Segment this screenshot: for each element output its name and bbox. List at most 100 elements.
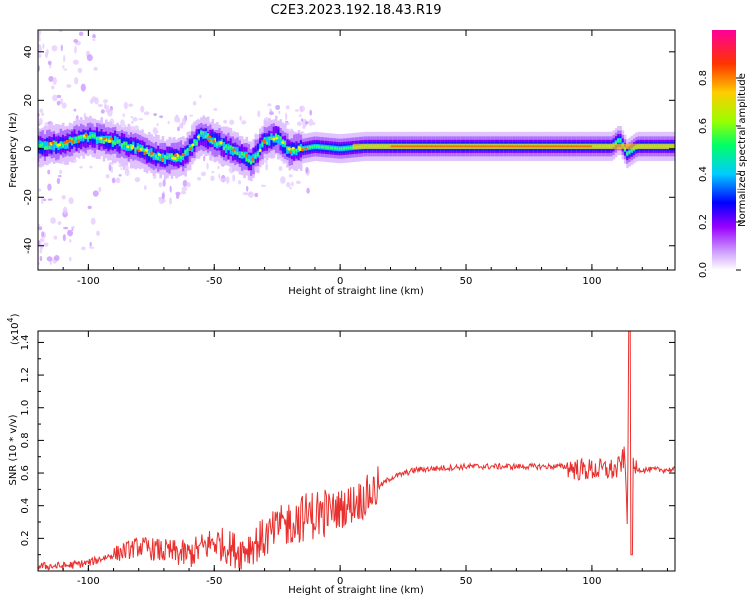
spectral-speckle — [71, 226, 75, 229]
spectral-speckle — [181, 186, 188, 192]
spectral-band-cell — [166, 154, 169, 167]
spectral-hotspot — [219, 141, 223, 145]
spectral-band-cell — [320, 145, 323, 149]
spectrogram-y-tick-label: 20 — [23, 94, 34, 107]
spectral-speckle — [38, 65, 41, 72]
spectral-speckle — [217, 165, 220, 170]
spectral-band-cell — [265, 136, 269, 144]
spectral-hotspot — [291, 146, 295, 150]
spectral-band-cell — [216, 134, 219, 146]
spectral-hotspot — [143, 151, 147, 155]
spectral-speckle — [103, 99, 109, 103]
spectrogram-y-axis-label: Frequency (Hz) — [8, 112, 19, 188]
spectral-speckle — [47, 183, 52, 191]
spectral-band-cell — [77, 135, 81, 143]
snr-frame — [37, 330, 676, 572]
spectral-speckle — [153, 112, 157, 117]
spectral-hotspot — [131, 144, 135, 148]
colorbar-label: Normalized spectral amplitude — [737, 73, 748, 227]
spectral-hotspot — [145, 148, 149, 152]
spectral-band-cell — [114, 136, 117, 143]
spectral-speckle — [38, 37, 41, 42]
spectral-speckle — [269, 111, 274, 116]
spectral-speckle — [285, 105, 290, 110]
spectral-band-cell — [252, 159, 255, 163]
spectral-hotspot — [160, 158, 164, 162]
spectral-speckle — [223, 119, 228, 124]
spectral-speckle — [78, 19, 81, 26]
spectrogram-axes: -100 -50 0 50 100 -40 -20 0 20 40 — [23, 30, 675, 287]
spectral-hotspot — [288, 150, 292, 154]
spectral-speckle — [254, 192, 259, 198]
spectral-speckle — [74, 77, 79, 85]
spectral-hotspot — [76, 140, 80, 144]
spectral-speckle — [143, 111, 150, 116]
spectral-speckle — [47, 198, 53, 201]
spectral-band-cell — [204, 131, 208, 138]
spectral-speckle — [38, 223, 41, 227]
snr-y-tick-label: 1.0 — [20, 400, 31, 416]
spectral-band-cell — [626, 152, 629, 155]
spectral-speckle — [72, 59, 79, 65]
snr-panel: -100 -50 0 50 100 0.2 0.4 0.6 0.8 1.0 1.2 1.4 Heigh… — [6, 313, 676, 596]
spectral-hotspot — [191, 143, 195, 147]
spectral-hotspot — [189, 146, 193, 150]
spectral-hotspot — [297, 146, 301, 150]
spectral-band-cell — [254, 154, 258, 158]
spectral-speckle — [89, 165, 93, 169]
spectral-band-cell — [118, 139, 122, 147]
spectral-band-cell — [186, 148, 190, 152]
spectral-band-cell — [327, 146, 330, 149]
spectral-band-cell — [286, 147, 289, 154]
spectral-hotspot — [287, 147, 291, 151]
spectral-band-cell — [265, 141, 269, 145]
spectral-band-cell — [270, 133, 273, 140]
spectral-band-cell — [293, 149, 296, 154]
spectral-speckle — [123, 164, 129, 171]
spectral-speckle — [62, 234, 66, 242]
spectral-speckle — [81, 246, 86, 251]
spectral-band-cell — [222, 141, 226, 149]
spectral-band-cell — [342, 147, 346, 150]
spectral-hotspot — [232, 148, 236, 152]
spectral-band-cell — [299, 143, 303, 151]
spectral-band-cell — [630, 149, 634, 152]
spectral-hotspot — [208, 135, 212, 139]
spectral-speckle — [245, 185, 249, 192]
spectral-band-cell — [317, 145, 321, 149]
snr-y-tick-label: 1.2 — [20, 367, 31, 383]
spectral-speckle — [52, 77, 57, 85]
spectral-band-cell — [290, 148, 294, 152]
spectral-hotspot — [174, 153, 178, 157]
spectral-speckle — [61, 102, 67, 109]
spectral-band-cell — [274, 133, 278, 137]
spectral-band-cell — [270, 136, 273, 141]
spectral-hotspot — [150, 151, 154, 155]
spectral-speckle — [57, 174, 62, 178]
spectral-speckle — [189, 114, 194, 117]
spectral-speckle — [77, 67, 83, 74]
spectral-speckle — [192, 100, 197, 106]
spectrogram-y-tick-label: -40 — [23, 238, 34, 254]
spectral-speckle — [38, 188, 42, 192]
spectral-speckle — [174, 116, 179, 123]
spectral-band-cell — [75, 136, 79, 140]
spectral-band-cell — [159, 154, 162, 162]
spectral-speckle — [62, 206, 68, 215]
spectral-band-cell — [268, 138, 271, 146]
spectral-hotspot — [181, 153, 185, 157]
spectral-speckle — [39, 255, 43, 262]
spectral-band-cell — [64, 142, 67, 150]
spectral-speckle — [162, 179, 166, 187]
spectral-speckle — [39, 249, 43, 254]
spectral-band-cell — [100, 139, 104, 144]
colorbar-ticks: 0.0 0.2 0.4 0.6 0.8 — [698, 70, 741, 278]
spectral-band-cell — [231, 148, 235, 156]
spectral-band-cell — [308, 146, 312, 149]
spectral-speckle — [197, 177, 202, 181]
spectral-speckle — [278, 166, 283, 171]
spectral-band-cell — [283, 141, 287, 154]
spectral-band-cell — [134, 148, 138, 152]
spectral-speckle — [48, 75, 54, 82]
spectral-band-cell — [157, 157, 160, 161]
